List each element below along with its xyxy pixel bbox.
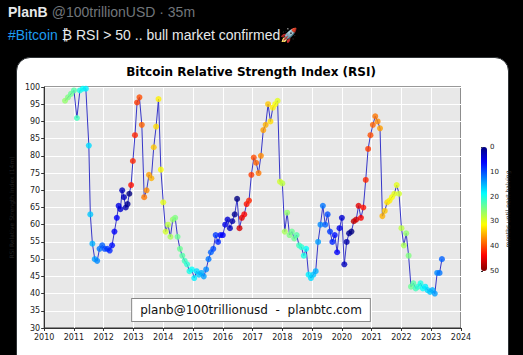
svg-text:55: 55 <box>30 237 40 246</box>
svg-text:2010: 2010 <box>34 333 54 342</box>
svg-text:45: 45 <box>30 272 40 281</box>
svg-text:RSI Relative Strength Index (1: RSI Relative Strength Index (14m) <box>8 156 16 258</box>
svg-text:2022: 2022 <box>391 333 411 342</box>
svg-text:30: 30 <box>490 217 499 225</box>
svg-text:40: 40 <box>30 289 40 298</box>
svg-text:100: 100 <box>25 83 40 92</box>
svg-text:40: 40 <box>490 242 499 250</box>
svg-text:75: 75 <box>30 169 40 178</box>
svg-text:2021: 2021 <box>361 333 381 342</box>
svg-text:65: 65 <box>30 203 40 212</box>
svg-text:30: 30 <box>30 324 40 333</box>
svg-text:2023: 2023 <box>421 333 441 342</box>
svg-text:2016: 2016 <box>213 333 233 342</box>
svg-text:50: 50 <box>30 255 40 264</box>
html-text:#Bitcoin ₿ RSI > 50 .. bull ma: #Bitcoin ₿ RSI > 50 .. bull market confi… <box>8 27 298 43</box>
svg-text:2019: 2019 <box>302 333 322 342</box>
html-text:PlanB @100trillionUSD · 35m: PlanB @100trillionUSD · 35m <box>8 4 196 20</box>
svg-text:2014: 2014 <box>153 333 173 342</box>
svg-text:planb@100trillionusd - planb: planb@100trillionusd - planbtc.com <box>140 303 362 317</box>
svg-text:Bitcoin Relative Strength Inde: Bitcoin Relative Strength Index (RSI) <box>126 65 376 79</box>
svg-text:2020: 2020 <box>332 333 352 342</box>
svg-text:95: 95 <box>30 100 40 109</box>
svg-text:0: 0 <box>490 143 494 151</box>
svg-text:70: 70 <box>30 186 40 195</box>
svg-text:2015: 2015 <box>183 333 203 342</box>
svg-text:months until next halving: months until next halving <box>504 170 512 247</box>
svg-text:90: 90 <box>30 117 40 126</box>
svg-text:2024: 2024 <box>451 333 471 342</box>
svg-text:50: 50 <box>490 267 499 275</box>
svg-text:2013: 2013 <box>123 333 143 342</box>
svg-text:80: 80 <box>30 151 40 160</box>
svg-text:85: 85 <box>30 134 40 143</box>
svg-text:35: 35 <box>30 306 40 315</box>
svg-text:10: 10 <box>490 168 499 176</box>
svg-text:2011: 2011 <box>64 333 84 342</box>
svg-text:2018: 2018 <box>272 333 292 342</box>
svg-text:20: 20 <box>490 193 499 201</box>
svg-text:2012: 2012 <box>94 333 114 342</box>
svg-text:60: 60 <box>30 220 40 229</box>
svg-text:2017: 2017 <box>242 333 262 342</box>
